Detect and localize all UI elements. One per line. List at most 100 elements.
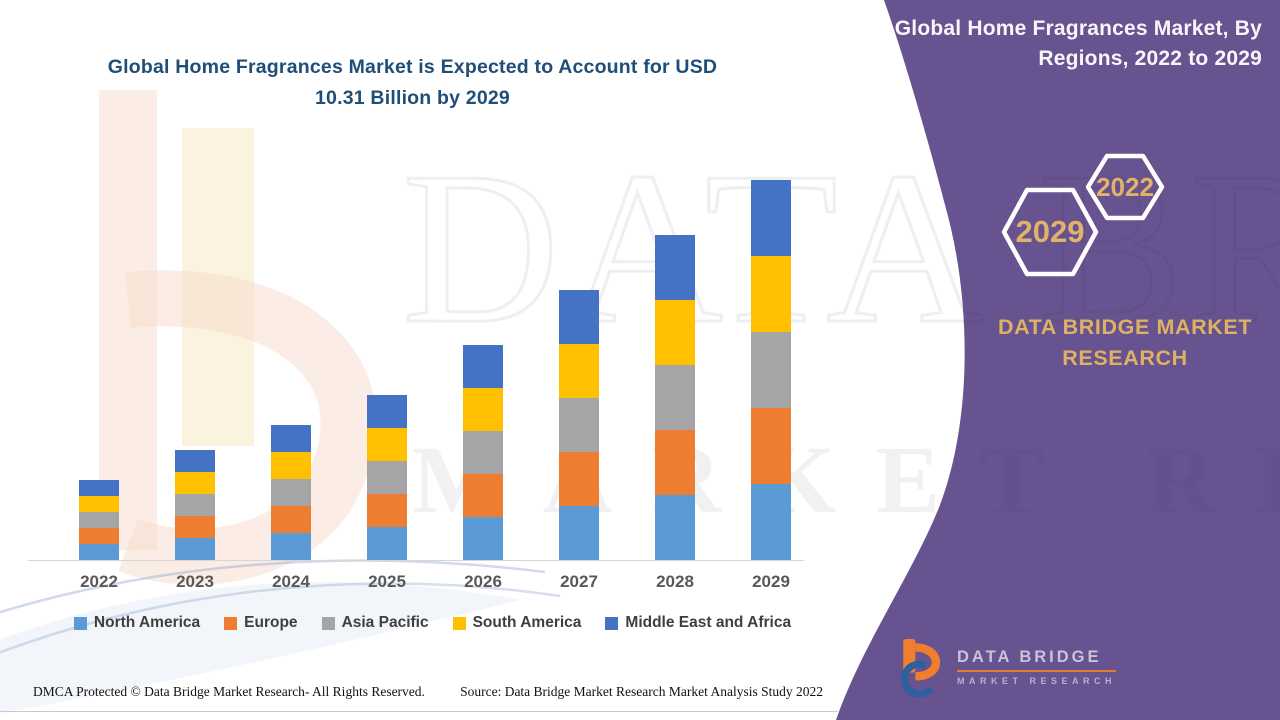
segment-middle-east-and-africa xyxy=(79,480,119,496)
stacked-bar-2029 xyxy=(751,180,791,560)
panel-title-line2: Regions, 2022 to 2029 xyxy=(1038,47,1262,70)
hexagon-badge-2022: 2022 xyxy=(1084,151,1166,223)
x-axis-labels: 2022 2023 2024 2025 2026 2027 2028 2029 xyxy=(0,572,862,598)
segment-south-america xyxy=(751,256,791,332)
x-axis-label-2026: 2026 xyxy=(464,572,502,591)
segment-south-america xyxy=(655,300,695,365)
segment-middle-east-and-africa xyxy=(463,345,503,388)
segment-europe xyxy=(367,494,407,527)
legend-label: South America xyxy=(472,614,582,631)
segment-asia-pacific xyxy=(79,512,119,528)
hexagon-badge-2029: 2029 xyxy=(1000,183,1100,281)
legend-swatch-icon xyxy=(224,616,238,630)
segment-asia-pacific xyxy=(175,494,215,516)
segment-middle-east-and-africa xyxy=(655,235,695,300)
segment-north-america xyxy=(655,495,695,560)
legend-swatch-icon xyxy=(321,616,335,630)
segment-asia-pacific xyxy=(463,431,503,474)
panel-title: Global Home Fragrances Market, By Region… xyxy=(842,14,1262,74)
x-axis-label-2027: 2027 xyxy=(560,572,598,591)
legend-label: Middle East and Africa xyxy=(625,614,792,631)
legend-item-middle-east-and-africa: Middle East and Africa xyxy=(605,614,791,632)
stacked-bar-2022 xyxy=(79,480,119,560)
x-axis-label-2024: 2024 xyxy=(272,572,310,591)
x-axis-label-2029: 2029 xyxy=(752,572,790,591)
stacked-bar-2028 xyxy=(655,235,695,560)
legend-item-north-america: North America xyxy=(73,614,201,632)
legend-item-asia-pacific: Asia Pacific xyxy=(321,614,429,632)
bottom-divider xyxy=(0,711,838,712)
segment-middle-east-and-africa xyxy=(367,395,407,428)
segment-south-america xyxy=(175,472,215,494)
segment-north-america xyxy=(79,544,119,560)
segment-middle-east-and-africa xyxy=(751,180,791,256)
footer: DMCA Protected © Data Bridge Market Rese… xyxy=(33,684,823,700)
logo-text: DATA BRIDGE MARKET RESEARCH xyxy=(957,648,1117,686)
x-axis-line xyxy=(28,560,804,561)
segment-south-america xyxy=(463,388,503,431)
segment-asia-pacific xyxy=(655,365,695,430)
legend-item-south-america: South America xyxy=(452,614,582,632)
segment-south-america xyxy=(367,428,407,461)
stacked-bar-2023 xyxy=(175,450,215,560)
segment-north-america xyxy=(559,506,599,560)
panel-title-line1: Global Home Fragrances Market, By xyxy=(894,17,1262,40)
chart-title: Global Home Fragrances Market is Expecte… xyxy=(40,52,785,114)
x-axis-label-2023: 2023 xyxy=(176,572,214,591)
segment-middle-east-and-africa xyxy=(175,450,215,472)
stacked-bar-2025 xyxy=(367,395,407,560)
legend-item-europe: Europe xyxy=(224,614,298,632)
hexagon-outline-icon xyxy=(1085,153,1165,221)
logo-name: DATA BRIDGE xyxy=(957,648,1117,672)
segment-europe xyxy=(271,506,311,533)
segment-europe xyxy=(751,408,791,484)
x-axis-label-2025: 2025 xyxy=(368,572,406,591)
segment-south-america xyxy=(559,344,599,398)
stacked-bar-2024 xyxy=(271,425,311,560)
segment-asia-pacific xyxy=(751,332,791,408)
x-axis-label-2028: 2028 xyxy=(656,572,694,591)
segment-asia-pacific xyxy=(559,398,599,452)
legend-swatch-icon xyxy=(452,616,466,630)
segment-europe xyxy=(463,474,503,517)
segment-north-america xyxy=(463,517,503,560)
segment-north-america xyxy=(367,527,407,560)
segment-south-america xyxy=(271,452,311,479)
segment-middle-east-and-africa xyxy=(559,290,599,344)
hexagon-2029-label: 2029 xyxy=(1015,214,1085,249)
segment-europe xyxy=(655,430,695,495)
segment-europe xyxy=(79,528,119,544)
hexagon-2022-label: 2022 xyxy=(1096,171,1154,202)
legend-swatch-icon xyxy=(605,616,619,630)
segment-north-america xyxy=(751,484,791,560)
legend-label: North America xyxy=(93,614,201,631)
segment-europe xyxy=(175,516,215,538)
segment-north-america xyxy=(175,538,215,560)
legend-swatch-icon xyxy=(73,616,87,630)
chart-title-line1: Global Home Fragrances Market is Expecte… xyxy=(107,56,718,78)
chart-legend: North America Europe Asia Pacific South Ame… xyxy=(10,614,855,632)
x-axis-label-2022: 2022 xyxy=(80,572,118,591)
legend-label: Asia Pacific xyxy=(341,614,429,631)
segment-europe xyxy=(559,452,599,506)
legend-label: Europe xyxy=(244,614,298,631)
chart-title-line2: 10.31 Billion by 2029 xyxy=(315,87,510,109)
stacked-bar-plot xyxy=(28,180,804,561)
brand-text: DATA BRIDGE MARKET RESEARCH xyxy=(974,312,1276,374)
stacked-bar-2026 xyxy=(463,345,503,560)
logo-subtitle: MARKET RESEARCH xyxy=(957,676,1117,686)
segment-middle-east-and-africa xyxy=(271,425,311,452)
stacked-bar-2027 xyxy=(559,290,599,560)
segment-asia-pacific xyxy=(367,461,407,494)
segment-south-america xyxy=(79,496,119,512)
segment-asia-pacific xyxy=(271,479,311,506)
data-bridge-logo-icon xyxy=(900,639,941,698)
chart-section: Global Home Fragrances Market is Expecte… xyxy=(0,52,862,712)
segment-north-america xyxy=(271,533,311,560)
brand-text-line1: DATA BRIDGE MARKET xyxy=(997,315,1253,339)
source-text: Source: Data Bridge Market Research Mark… xyxy=(460,684,823,699)
hexagon-outline-icon xyxy=(1001,187,1099,277)
brand-text-line2: RESEARCH xyxy=(1062,346,1188,370)
dmca-text: DMCA Protected © Data Bridge Market Rese… xyxy=(33,684,425,699)
